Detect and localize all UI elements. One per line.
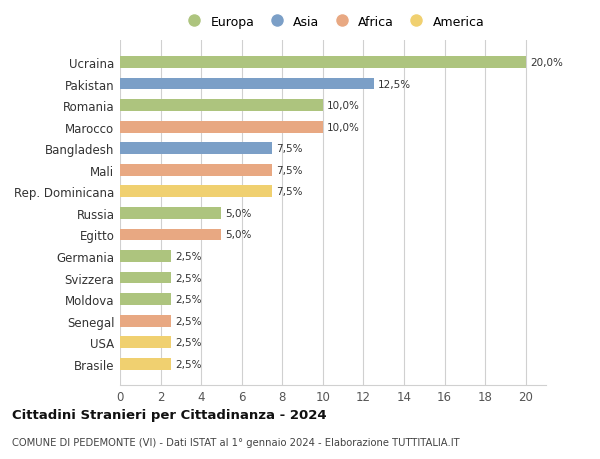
Bar	[120, 358, 171, 370]
Bar	[120, 207, 221, 219]
Bar	[120, 164, 272, 176]
Text: 7,5%: 7,5%	[276, 187, 303, 197]
Bar	[120, 122, 323, 133]
Text: 7,5%: 7,5%	[276, 144, 303, 154]
Text: 10,0%: 10,0%	[327, 123, 360, 132]
Bar	[120, 78, 374, 90]
Text: 10,0%: 10,0%	[327, 101, 360, 111]
Text: 2,5%: 2,5%	[175, 273, 201, 283]
Text: 2,5%: 2,5%	[175, 337, 201, 347]
Text: 5,0%: 5,0%	[226, 230, 252, 240]
Text: 12,5%: 12,5%	[377, 79, 411, 90]
Bar	[120, 186, 272, 198]
Bar	[120, 57, 526, 69]
Text: 2,5%: 2,5%	[175, 359, 201, 369]
Legend: Europa, Asia, Africa, America: Europa, Asia, Africa, America	[179, 13, 487, 31]
Bar	[120, 272, 171, 284]
Text: 20,0%: 20,0%	[530, 58, 563, 68]
Bar	[120, 100, 323, 112]
Bar	[120, 294, 171, 305]
Bar	[120, 336, 171, 348]
Text: 7,5%: 7,5%	[276, 165, 303, 175]
Bar	[120, 251, 171, 263]
Bar	[120, 143, 272, 155]
Text: COMUNE DI PEDEMONTE (VI) - Dati ISTAT al 1° gennaio 2024 - Elaborazione TUTTITAL: COMUNE DI PEDEMONTE (VI) - Dati ISTAT al…	[12, 437, 460, 447]
Text: 2,5%: 2,5%	[175, 252, 201, 262]
Text: 2,5%: 2,5%	[175, 295, 201, 304]
Text: 2,5%: 2,5%	[175, 316, 201, 326]
Text: 5,0%: 5,0%	[226, 208, 252, 218]
Text: Cittadini Stranieri per Cittadinanza - 2024: Cittadini Stranieri per Cittadinanza - 2…	[12, 408, 326, 421]
Bar	[120, 229, 221, 241]
Bar	[120, 315, 171, 327]
